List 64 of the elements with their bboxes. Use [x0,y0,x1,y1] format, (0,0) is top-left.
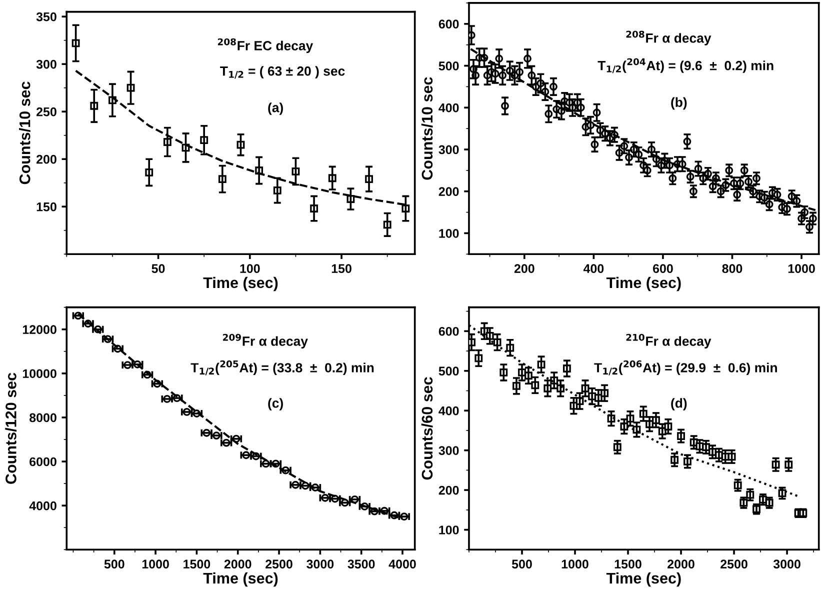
y-tick-label: 350 [36,12,56,22]
annotation: $^{208}$Fr EC decay [218,38,314,53]
x-tick-label: 2500 [720,560,748,569]
x-tick-label: 50 [152,264,165,274]
x-tick-label: 3000 [773,560,800,569]
y-tick-label: 6000 [30,457,56,466]
x-tick-label: 1000 [142,560,169,569]
annotation: (c) [268,398,283,410]
y-tick-label: 250 [36,107,56,116]
x-tick-label: 150 [332,264,352,274]
y-tick-label: 12000 [22,325,56,334]
x-tick-label: 100 [240,264,260,274]
x-tick-label: 3000 [306,560,334,569]
y-tick-label: 300 [36,60,56,69]
y-axis-title: Counts/60 sec [421,377,433,480]
annotation: $^{210}$Fr α decay [626,334,712,348]
y-tick-label: 200 [438,486,459,495]
annotation: T$_{1/2}$($^{205}$At) = (33.8 ± 0.2) min [190,360,374,376]
y-tick-label: 100 [439,229,459,238]
x-tick-label: 600 [652,264,673,274]
annotation: $^{209}$Fr α decay [223,334,308,348]
x-tick-label: 500 [512,560,532,569]
x-tick-label: 1500 [184,560,210,569]
y-tick-label: 200 [36,154,56,164]
y-tick-label: 4000 [29,501,56,510]
y-tick-label: 400 [438,406,459,416]
annotation: T$_{1/2}$($^{204}$At) = (9.6 ± 0.2) min [598,58,774,74]
y-tick-label: 10000 [22,369,56,378]
annotation: (a) [268,102,283,115]
y-tick-label: 300 [438,446,459,455]
y-tick-label: 500 [438,62,459,70]
annotation: (d) [671,398,687,410]
annotation: $^{208}$Fr α decay [626,30,712,46]
x-tick-label: 3500 [348,560,375,569]
x-axis-title: Time (sec) [606,276,681,292]
x-tick-label: 2000 [668,560,694,569]
x-axis-title: Time (sec) [203,572,278,587]
annotation: T$_{1/2}$ = ( 63 ± 20 ) sec [220,66,345,79]
x-tick-label: 4000 [388,560,416,569]
y-tick-label: 8000 [30,413,56,422]
y-tick-label: 400 [438,103,459,112]
x-tick-label: 400 [583,264,604,274]
y-axis-title: Counts/10 sec [421,77,433,180]
y-axis-title: Counts/120 sec [5,372,17,484]
x-tick-label: 2500 [266,560,292,569]
x-tick-label: 500 [104,560,124,569]
y-tick-label: 300 [438,145,459,154]
y-tick-label: 600 [438,326,459,336]
annotation: T$_{1/2}$($^{206}$At) = (29.9 ± 0.6) min [594,360,777,376]
y-tick-label: 500 [438,366,459,376]
x-axis-title: Time (sec) [203,276,278,292]
x-tick-label: 1000 [788,264,815,274]
y-tick-label: 150 [36,202,56,212]
x-tick-label: 800 [722,264,742,274]
annotation: (b) [671,97,687,110]
x-tick-label: 2000 [224,560,252,569]
y-tick-label: 200 [438,187,459,196]
x-tick-label: 1500 [614,560,642,569]
x-tick-label: 200 [514,264,534,274]
y-tick-label: 600 [438,20,459,29]
x-tick-label: 1000 [562,560,588,569]
x-axis-title: Time (sec) [606,572,681,587]
y-axis-title: Counts/10 sec [19,82,30,184]
y-tick-label: 100 [439,526,459,534]
